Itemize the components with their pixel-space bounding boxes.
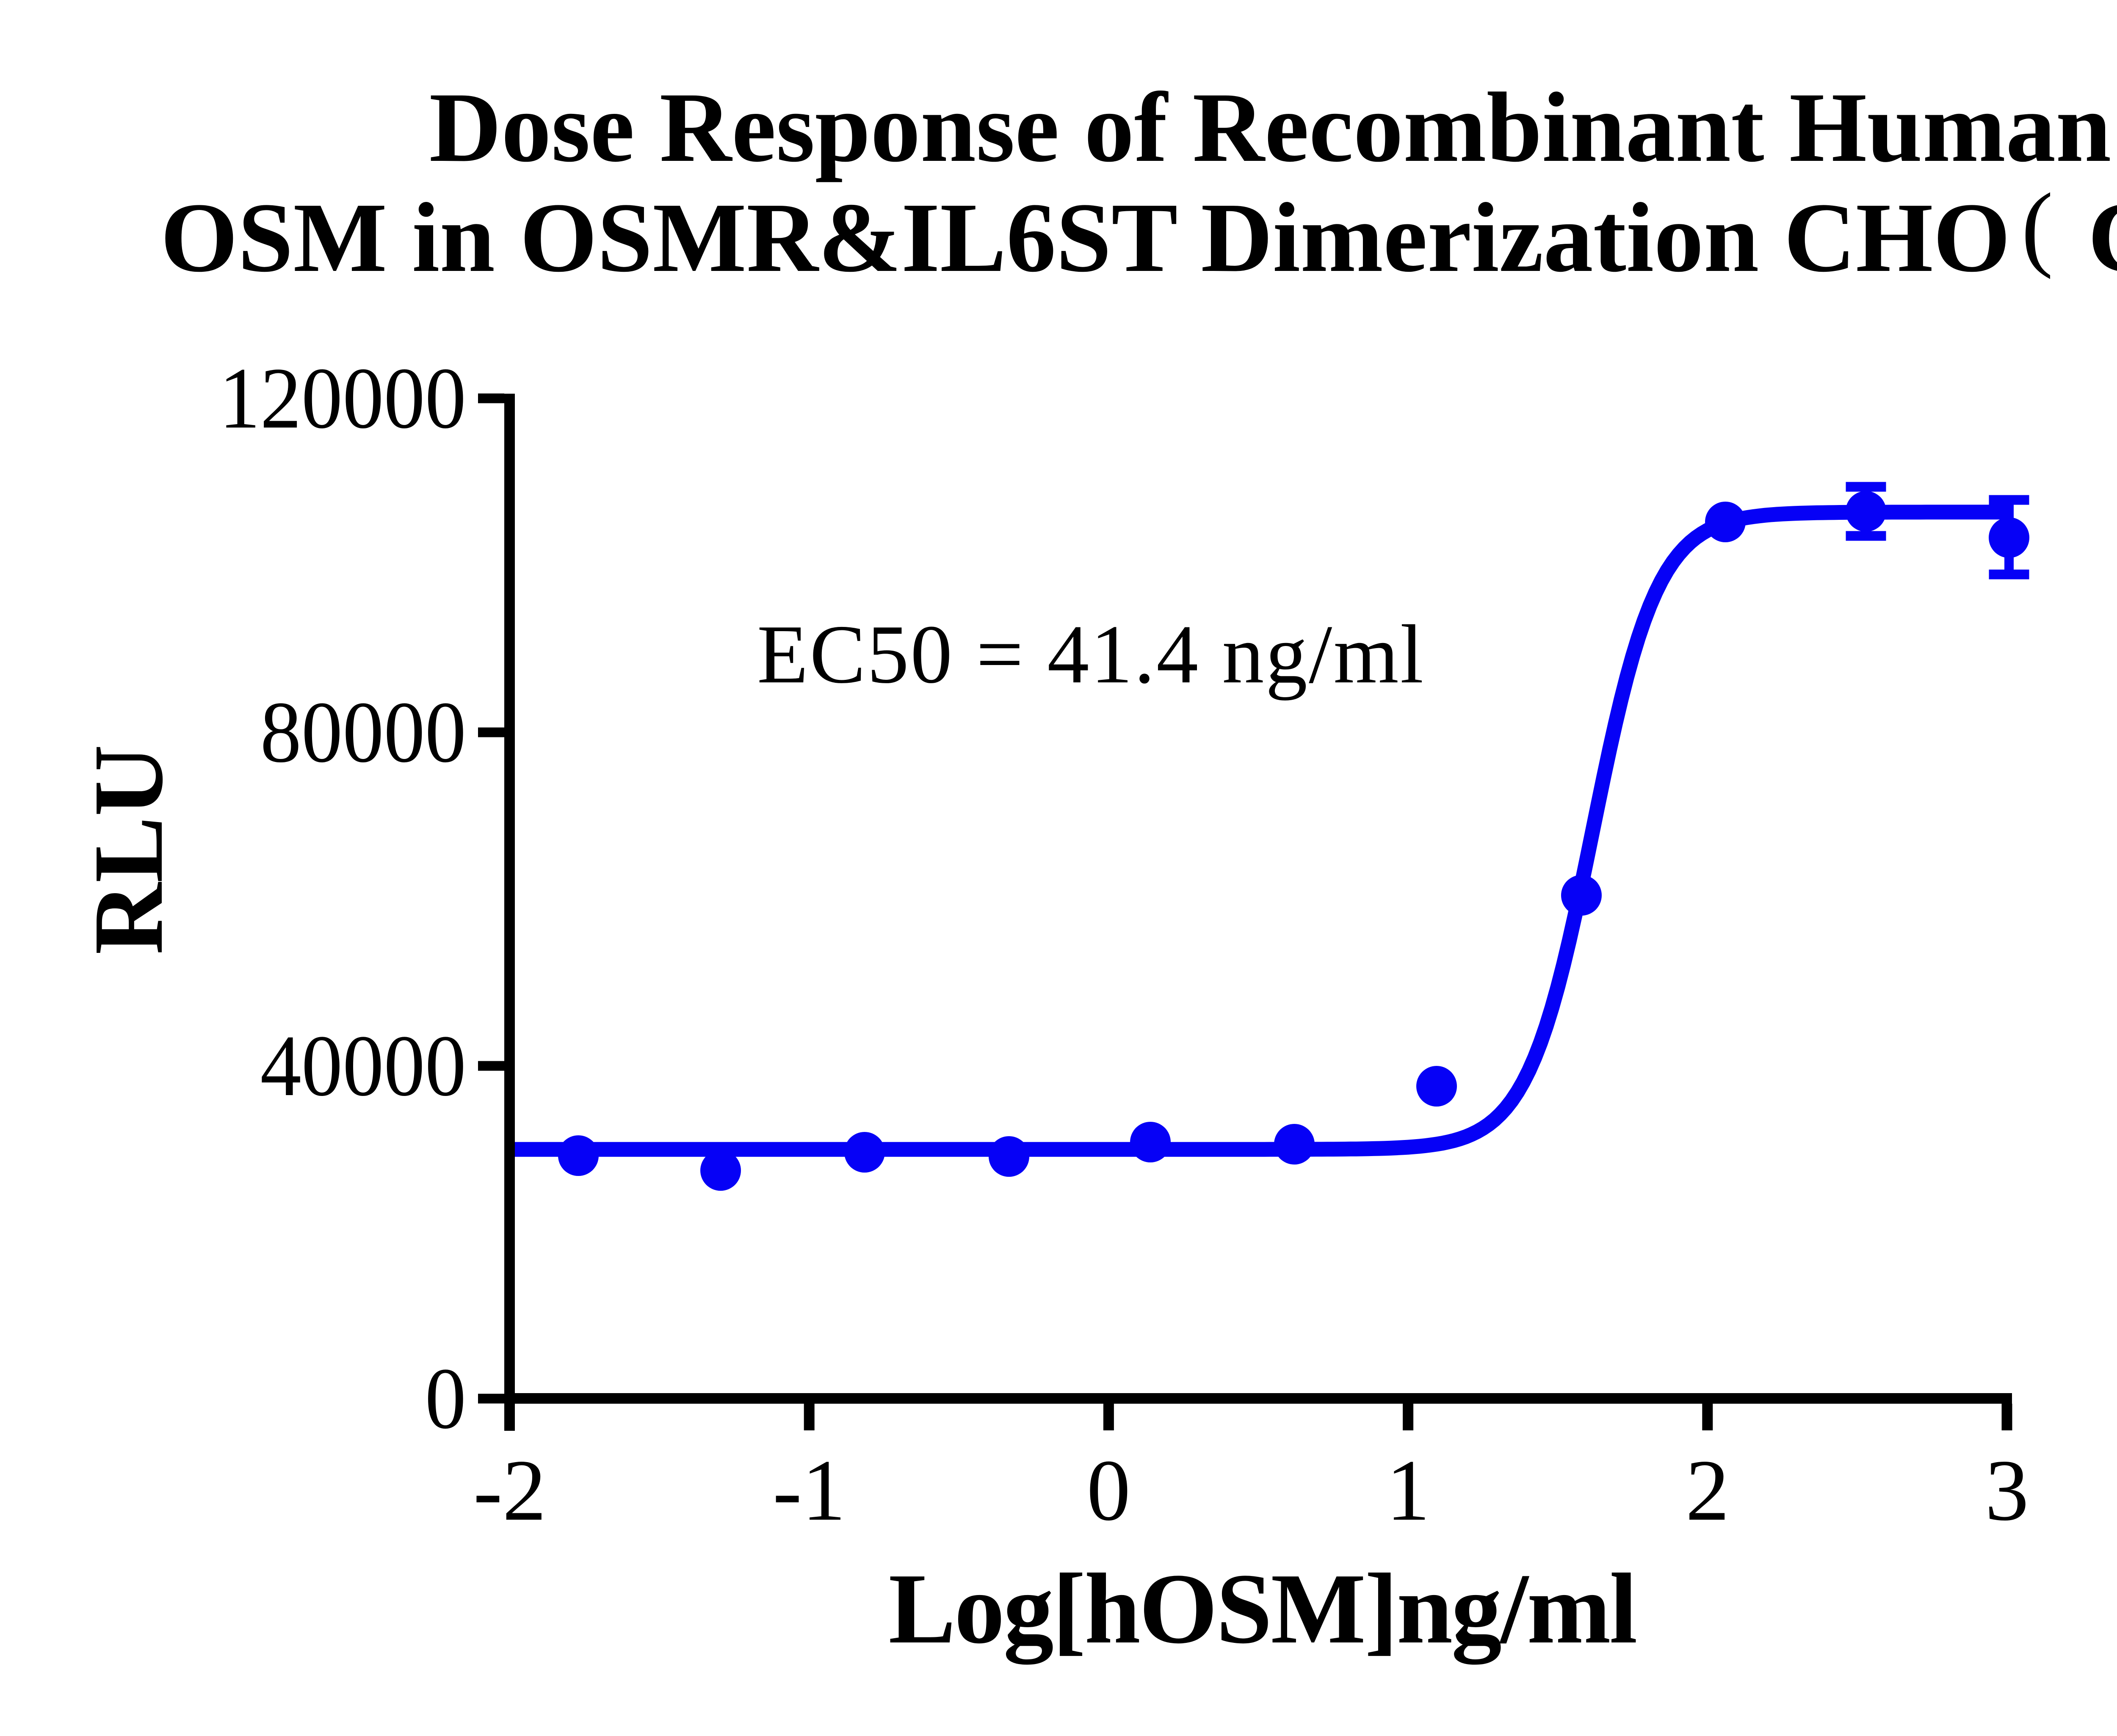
svg-text:EC50 = 41.4 ng/ml: EC50 = 41.4 ng/ml xyxy=(757,608,1423,701)
svg-text:(: ( xyxy=(2021,174,2053,279)
svg-text:-1: -1 xyxy=(773,1442,846,1539)
svg-text:OSM in OSMR&IL6ST Dimerization: OSM in OSMR&IL6ST Dimerization CHO xyxy=(160,182,2010,293)
svg-text:80000: 80000 xyxy=(260,684,466,781)
svg-text:C52: C52 xyxy=(2088,182,2117,293)
svg-text:40000: 40000 xyxy=(260,1018,466,1115)
svg-text:3: 3 xyxy=(1985,1442,2029,1539)
svg-text:2: 2 xyxy=(1686,1442,1730,1539)
svg-text:0: 0 xyxy=(425,1350,466,1447)
svg-text:Log[hOSM]ng/ml: Log[hOSM]ng/ml xyxy=(889,1553,1638,1664)
svg-text:RLU: RLU xyxy=(73,745,183,955)
svg-text:120000: 120000 xyxy=(219,350,466,447)
svg-text:Dose Response of Recombinant H: Dose Response of Recombinant Human xyxy=(429,72,2111,183)
svg-text:-2: -2 xyxy=(473,1442,546,1539)
svg-text:0: 0 xyxy=(1087,1442,1131,1539)
svg-text:1: 1 xyxy=(1386,1442,1430,1539)
